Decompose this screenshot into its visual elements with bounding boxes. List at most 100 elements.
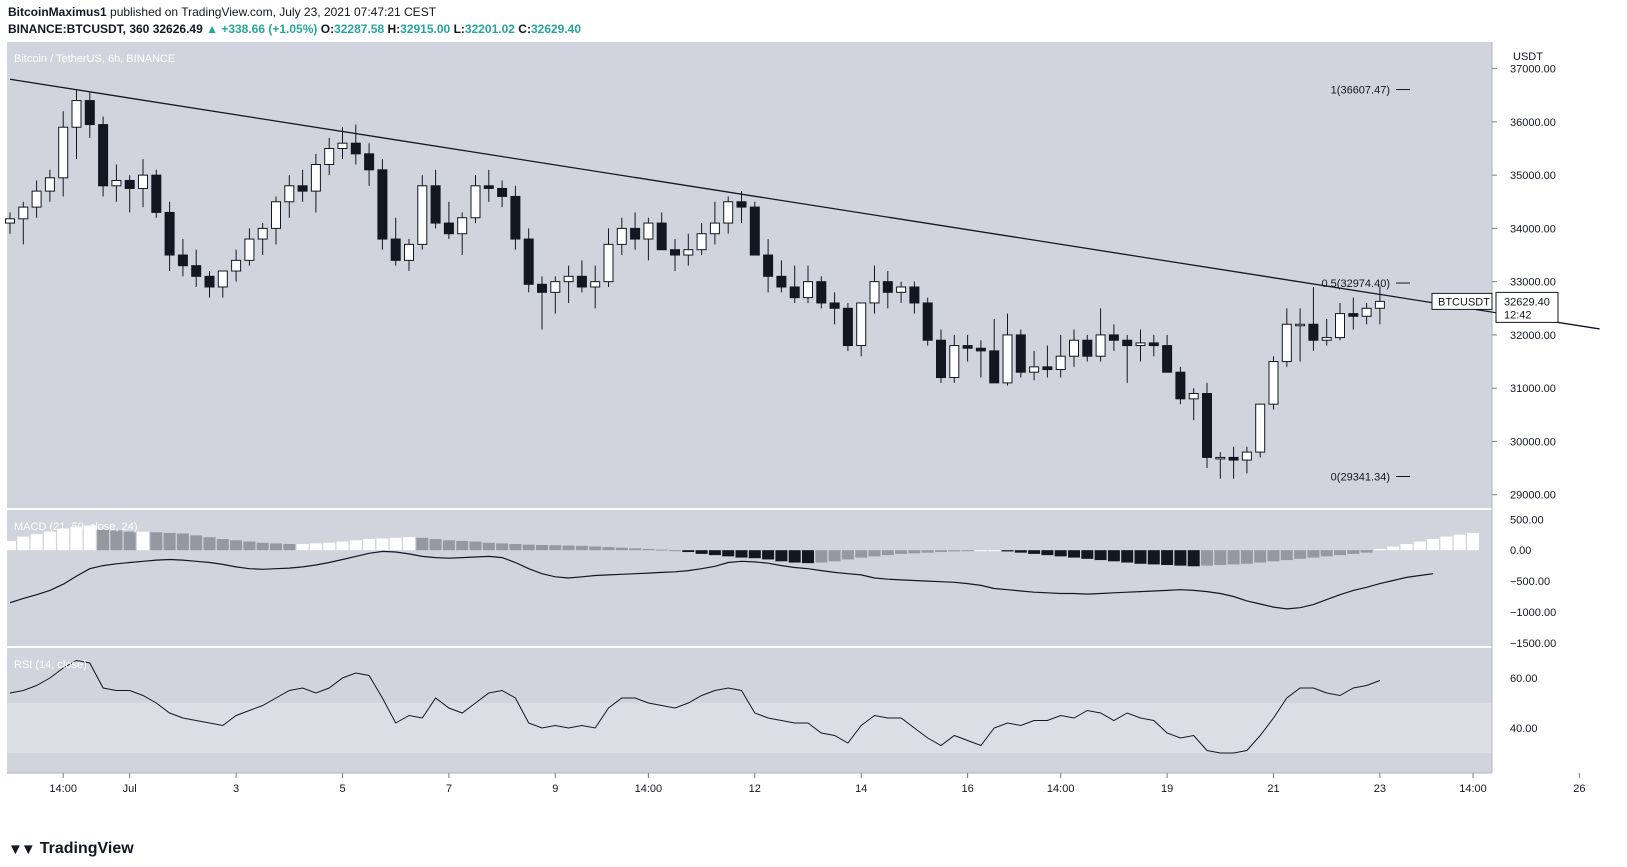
candle-body [962,345,973,349]
macd-hist-bar [1214,550,1227,566]
close-value: 32629.40 [530,22,582,36]
macd-hist-bar [669,550,681,552]
macd-hist-bar [1360,550,1373,553]
open-label: O: [320,22,335,36]
macd-hist-bar [30,534,43,551]
macd-hist-bar [270,543,282,551]
macd-hist-bar [708,550,721,556]
price-tick-label: 37000.00 [1510,64,1556,76]
fib-level-label: 0(29341.34) [1331,472,1390,484]
descending-trendline[interactable] [9,78,1600,330]
candle-body [1002,334,1013,384]
macd-hist-bar [1267,550,1280,562]
macd-hist-bar [1134,550,1147,564]
rsi-line [9,659,1381,754]
candle-body [709,222,720,235]
macd-hist-bar [1014,550,1027,553]
macd-hist-bar [1001,550,1014,552]
price-axis[interactable] [1492,42,1627,773]
macd-tick-label: 0.00 [1510,545,1531,557]
candle-body [1348,313,1359,317]
chart-header: BitcoinMaximus1 published on TradingView… [8,4,581,37]
price-pane[interactable] [7,42,1492,508]
macd-hist-bar [735,550,748,558]
macd-hist-bar [988,550,1001,552]
time-tick-label: Jul [123,783,137,795]
tradingview-logo-icon: ▼▼ [8,840,36,858]
candle-body [1082,339,1093,357]
candle-body [643,222,654,240]
macd-line [9,550,1434,610]
macd-hist-bar [416,537,429,551]
macd-hist-bar [788,550,801,563]
macd-hist-bar [1174,550,1187,566]
candle-body [630,227,641,240]
price-tick-label: 31000.00 [1510,383,1556,395]
macd-hist-bar [349,540,362,551]
candle-body [1175,371,1186,400]
macd-histogram [4,525,1479,567]
time-tick-label: 5 [339,783,345,795]
macd-tick-label: −500.00 [1510,576,1550,588]
fib-levels[interactable]: 1(36607.47) 0.5(32974.40) 0(29341.34) [1322,85,1411,484]
candle-body [44,177,55,192]
candle-body [776,275,787,288]
high-value: 32915.00 [400,22,451,36]
candle-body [723,201,734,224]
candle-body [1162,345,1173,373]
candle-body [191,265,202,277]
macd-hist-bar [323,542,336,551]
candle-body [364,153,375,171]
candle-body [417,185,428,245]
macd-hist-bar [1334,550,1346,556]
low-value: 32201.02 [464,22,515,36]
candle-body [816,281,827,304]
macd-hist-bar [1081,550,1094,559]
macd-pane[interactable] [7,510,1492,646]
fib-level-label: 0.5(32974.40) [1322,278,1391,290]
macd-hist-bar [363,539,376,551]
high-label: H: [387,22,401,36]
candle-body [563,275,574,283]
macd-hist-bar [83,525,96,551]
time-tick-label: 14:00 [49,783,77,795]
macd-hist-bar [1107,550,1120,562]
publisher-name[interactable]: BitcoinMaximus1 [8,5,107,19]
logo-text: TradingView [39,840,134,857]
publisher-suffix: published on TradingView.com, July 23, 2… [106,5,437,19]
footer-logo[interactable]: ▼▼ TradingView [8,840,134,858]
candle-body [177,254,188,267]
candle-body [297,185,308,192]
macd-hist-bar [629,548,642,551]
candle-body [936,339,946,379]
macd-hist-bar [190,535,203,551]
low-label: L: [453,22,465,36]
macd-hist-bar [309,543,322,551]
macd-hist-bar [1347,550,1360,554]
rsi-title: RSI (14, close) [14,659,87,671]
time-axis[interactable] [0,773,1492,803]
candle-body [483,185,494,189]
macd-hist-bar [522,544,535,551]
time-tick-label: 3 [233,783,239,795]
macd-hist-bar [110,530,123,551]
candle-body [404,243,414,261]
macd-hist-bar [17,536,30,551]
macd-hist-bar [1307,550,1320,558]
last-price-box [1495,291,1559,323]
candle-body [31,190,42,208]
macd-hist-bar [589,546,602,551]
price-tick-label: 30000.00 [1510,436,1556,448]
macd-hist-bar [1427,539,1440,551]
macd-hist-bar [575,545,588,551]
candle-body [1361,307,1372,317]
candle-body [989,350,1000,384]
macd-hist-bar [456,540,469,551]
time-tick-labels: 14:00 Jul 3 5 7 9 14:00 12 14 16 14:00 19 21 23 14:00 2… [49,773,1586,795]
macd-hist-bar [150,532,163,551]
chart-area[interactable]: 37000.00 36000.00 35000.00 34000.00 33000.00… [0,42,1627,834]
candle-body [576,275,587,288]
last-price-header: 32626.49 [152,22,203,36]
candle-body [1042,366,1053,371]
macd-hist-bar [655,549,668,551]
